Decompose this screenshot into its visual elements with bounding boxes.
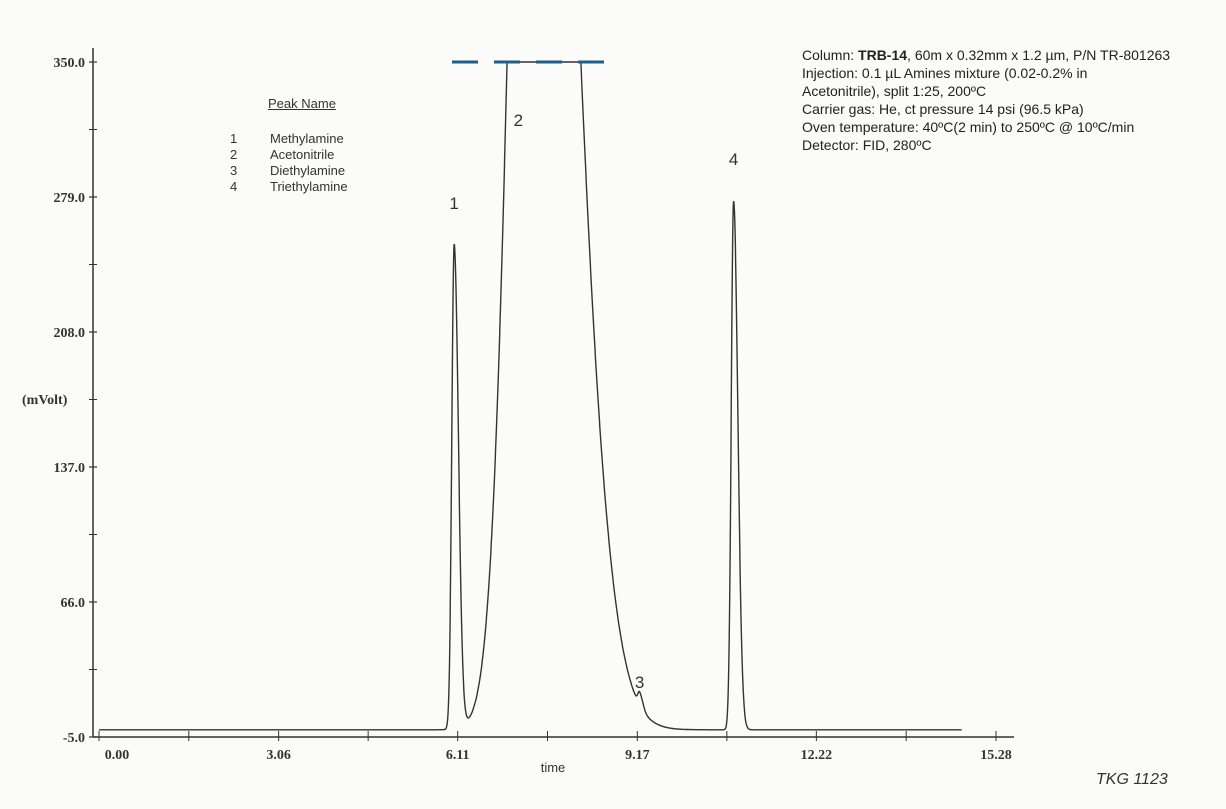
x-tick-label: 0.00 [105,748,130,763]
legend-item-number: 1 [230,131,238,146]
condition-line: Acetonitrile), split 1:25, 200ºC [802,83,987,99]
x-tick-label: 3.06 [266,748,291,763]
peak-label: 1 [449,194,458,213]
column-name: TRB-14 [858,47,908,63]
chromatogram-trace [99,61,962,731]
y-tick-label: 208.0 [54,326,86,341]
x-axis-title: time [541,760,566,775]
condition-line: Injection: 0.1 µL Amines mixture (0.02-0… [802,65,1088,81]
y-tick-label: 279.0 [54,191,86,206]
legend-item-number: 2 [230,147,238,162]
axes [92,48,1014,738]
peak-label: 4 [729,150,738,169]
legend-item-name: Methylamine [270,131,344,146]
condition-line: Carrier gas: He, ct pressure 14 psi (96.… [802,101,1084,117]
column-spec: , 60m x 0.32mm x 1.2 µm, P/N TR-801263 [907,47,1171,63]
legend-item: 3 Diethylamine [228,163,348,179]
legend-header: Peak Name [268,96,336,111]
peak-legend: Peak Name 1 Methylamine 2 Acetonitrile 3… [228,96,348,195]
peak-label: 3 [635,673,644,692]
y-tick-label: -5.0 [63,731,85,746]
legend-item-name: Diethylamine [270,163,346,178]
y-tick-label: 137.0 [54,461,86,476]
method-conditions: Column: TRB-14, 60m x 0.32mm x 1.2 µm, P… [802,46,1170,154]
legend-item: 1 Methylamine [228,131,348,147]
legend-item: 4 Triethylamine [228,179,348,195]
column-line: Column: TRB-14, 60m x 0.32mm x 1.2 µm, P… [802,46,1170,64]
y-tick-label: 66.0 [61,596,86,611]
legend-item: 2 Acetonitrile [228,147,348,163]
peak-label: 2 [514,111,523,130]
x-tick-label: 15.28 [980,748,1012,763]
tick-labels: -5.0 66.0 137.0 208.0 279.0 350.0 0.00 3.06 6.11… [54,56,1012,763]
column-prefix: Column: [802,47,859,63]
y-axis-title: (mVolt) [22,393,68,408]
x-tick-label: 9.17 [625,748,650,763]
condition-line: Oven temperature: 40ºC(2 min) to 250ºC @… [802,119,1135,135]
x-tick-label: 6.11 [446,748,470,763]
legend-item-name: Acetonitrile [270,147,335,162]
footer-code: TKG 1123 [1096,771,1168,788]
x-tick-label: 12.22 [801,748,833,763]
legend-item-number: 4 [230,179,238,194]
condition-line: Detector: FID, 280ºC [802,137,932,153]
y-tick-label: 350.0 [54,56,86,71]
legend-item-number: 3 [230,163,238,178]
peak-labels: 1 2 3 4 [449,111,738,692]
legend-item-name: Triethylamine [270,179,348,194]
